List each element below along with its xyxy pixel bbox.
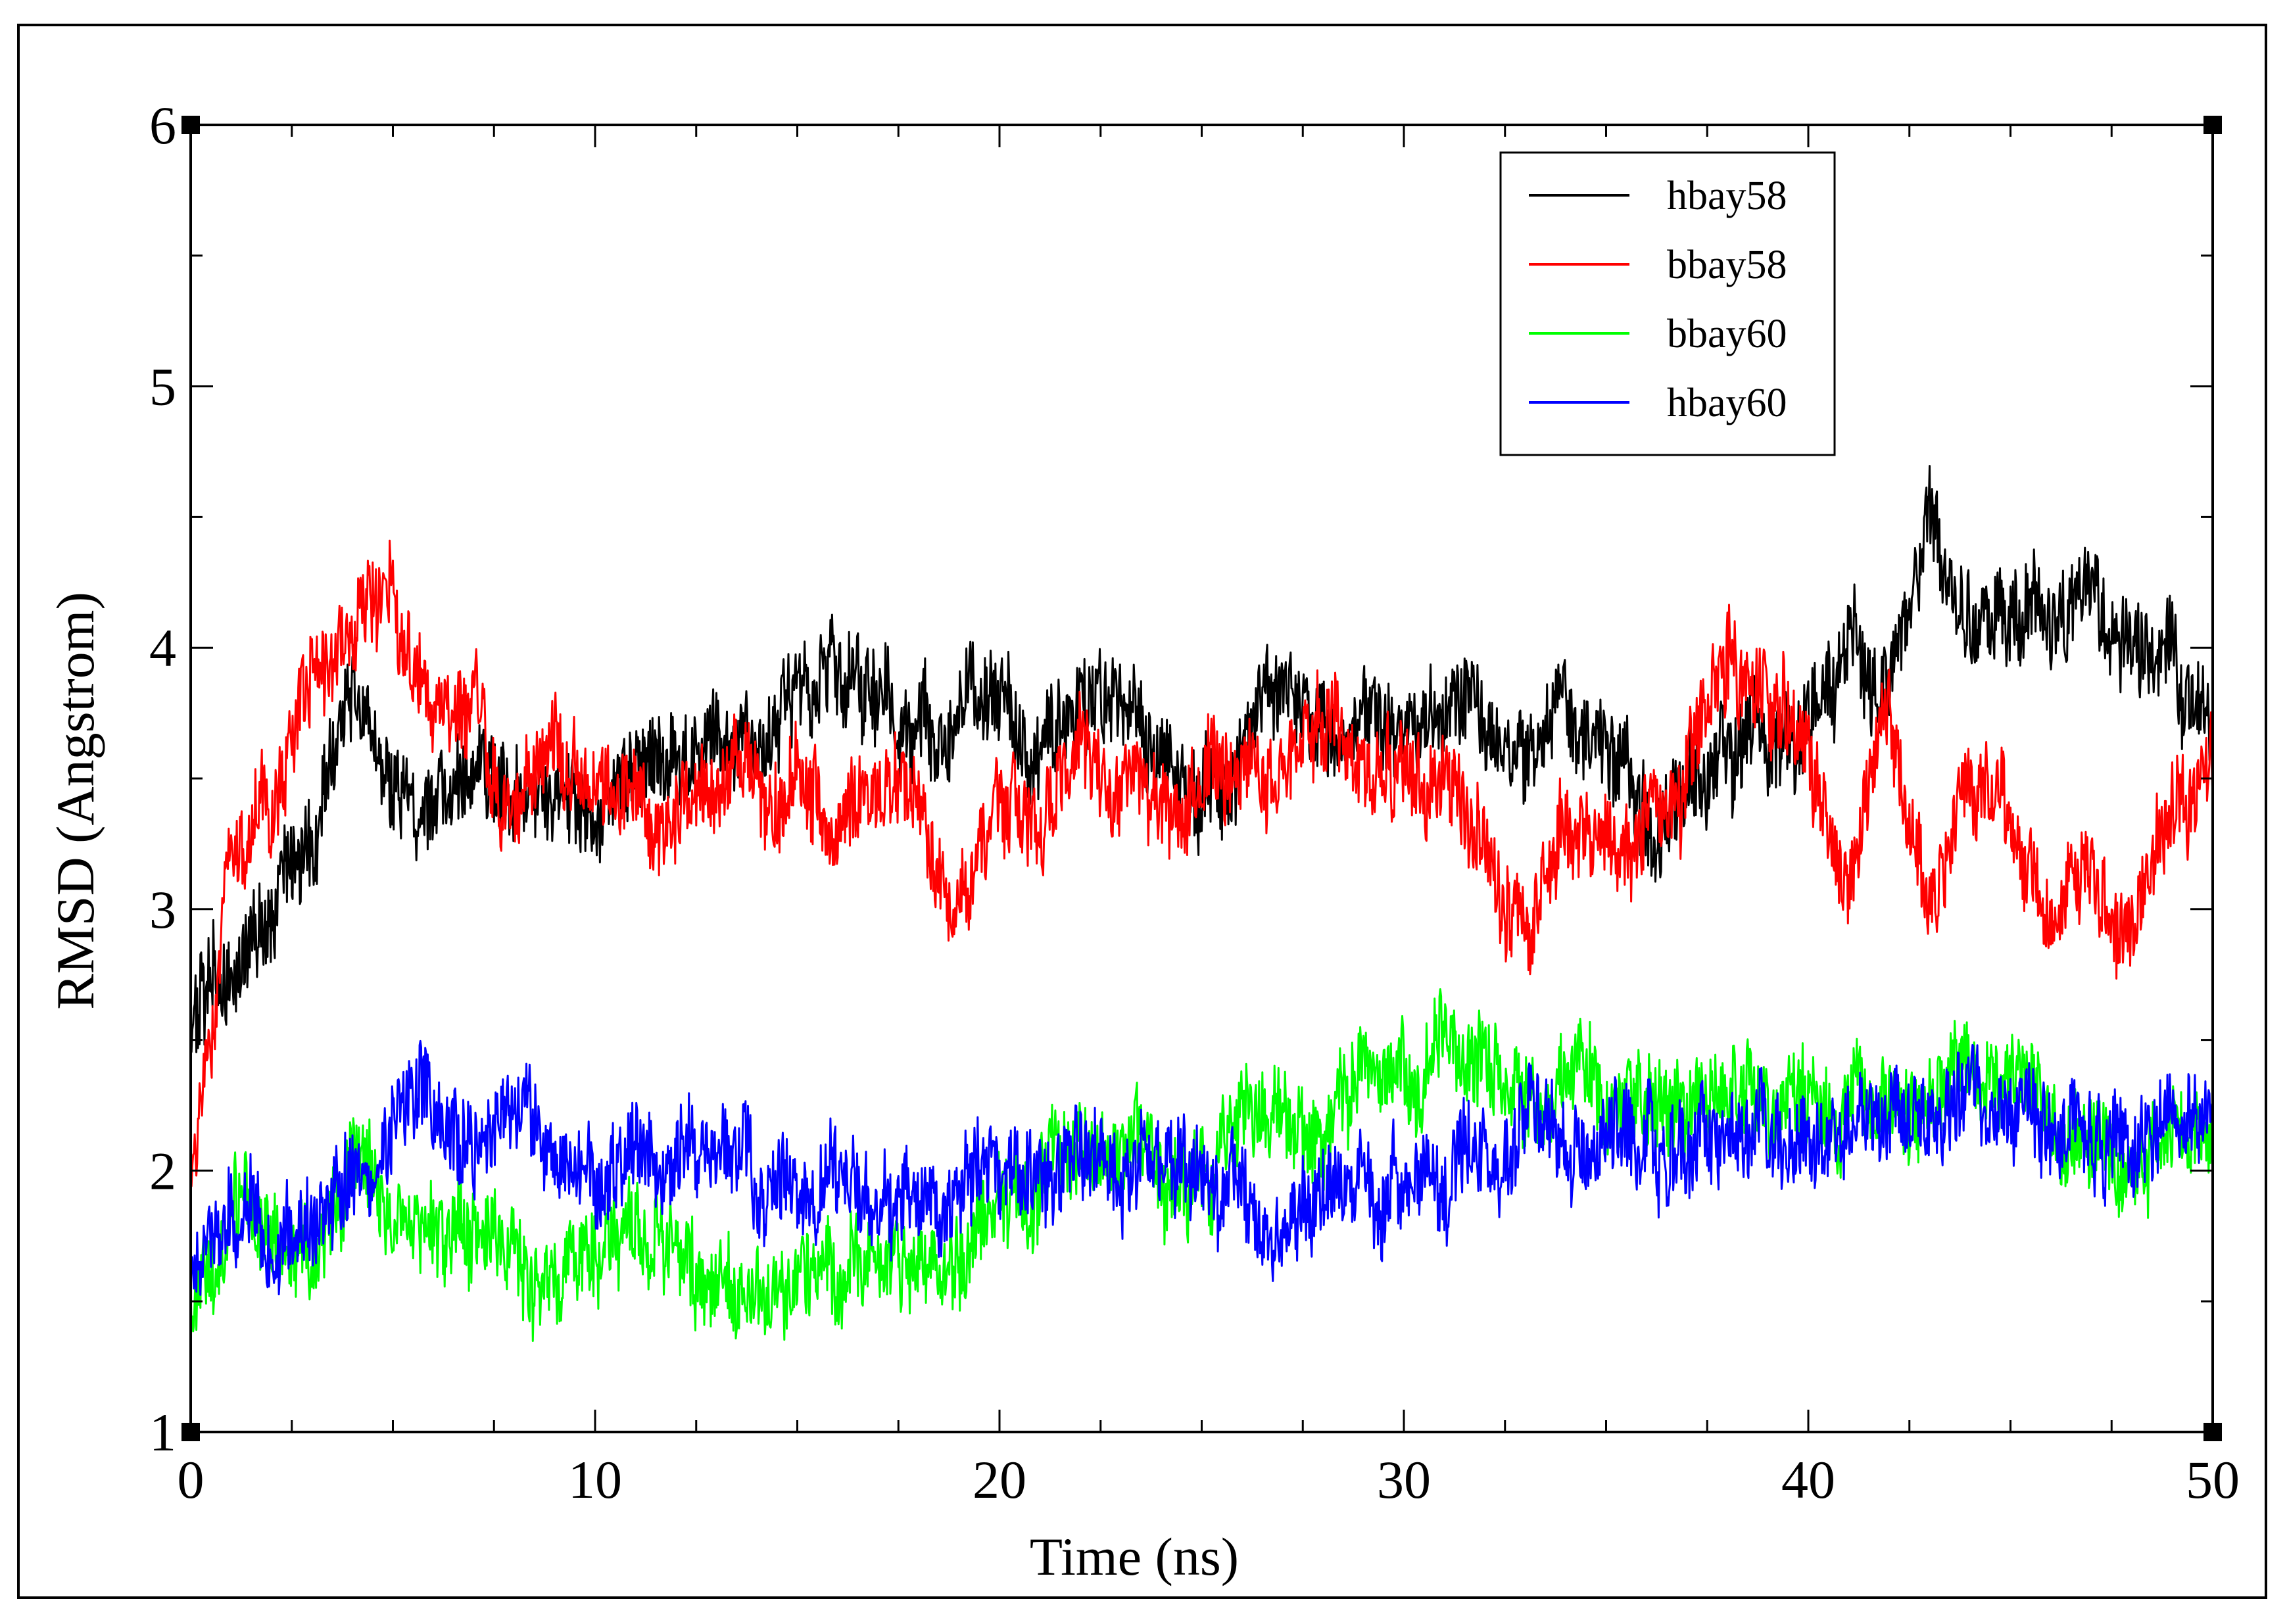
series-line-hbay60 <box>189 1039 2213 1296</box>
y-tick-label: 6 <box>149 95 176 155</box>
legend: hbay58 bbay58 bbay60 hbay60 <box>1499 151 1836 456</box>
x-tick-label: 40 <box>1781 1450 1835 1510</box>
x-tick-label: 30 <box>1377 1450 1431 1510</box>
x-axis: 0 10 20 30 40 50 <box>178 125 2240 1510</box>
series-line-hbay58 <box>189 465 2214 1053</box>
x-axis-label: Time (ns) <box>1030 1527 1239 1587</box>
legend-box <box>1499 151 1836 456</box>
outer-frame <box>17 24 2267 1599</box>
series-line-bbay60 <box>189 988 2214 1342</box>
y-tick-label: 3 <box>149 880 176 940</box>
series-line-bbay58 <box>189 539 2214 1187</box>
y-tick-label: 5 <box>149 357 176 417</box>
y-tick-label: 1 <box>149 1402 176 1462</box>
y-axis-label: RMSD (Angstrom) <box>45 592 105 1010</box>
legend-label-hbay58: hbay58 <box>1667 174 1787 218</box>
x-tick-label: 20 <box>973 1450 1026 1510</box>
x-tick-label: 0 <box>178 1450 205 1510</box>
x-tick-label: 50 <box>2186 1450 2240 1510</box>
y-axis: 1 2 3 4 5 6 <box>149 95 2213 1462</box>
plot-area <box>181 116 2222 1441</box>
y-tick-label: 4 <box>149 618 176 678</box>
legend-entries: hbay58 bbay58 bbay60 hbay60 <box>1529 174 1787 425</box>
legend-label-bbay60: bbay60 <box>1667 312 1787 356</box>
x-tick-label: 10 <box>568 1450 622 1510</box>
y-tick-label: 2 <box>149 1141 176 1201</box>
legend-label-bbay58: bbay58 <box>1667 243 1787 287</box>
legend-label-hbay60: hbay60 <box>1667 381 1787 425</box>
